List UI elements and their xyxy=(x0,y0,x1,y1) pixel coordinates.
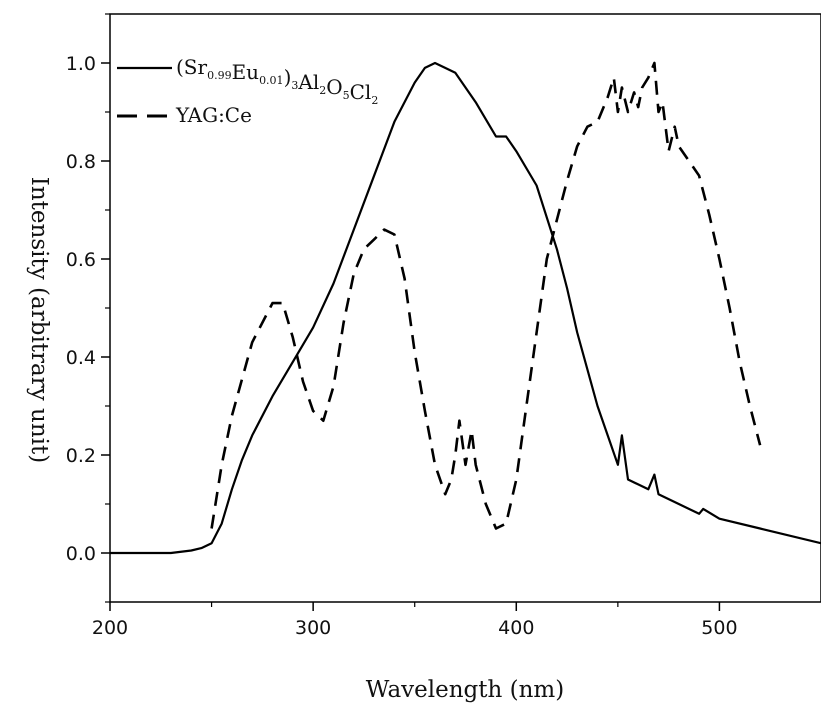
y-tick-label: 0.8 xyxy=(66,151,96,173)
x-tick-label: 500 xyxy=(701,617,737,639)
y-axis-ticks: 0.0 0.2 0.4 0.6 0.8 1.0 xyxy=(66,13,110,603)
y-tick-label: 0.2 xyxy=(66,445,96,467)
x-tick-label: 300 xyxy=(295,617,331,639)
series-line-sr-eu-phosphor xyxy=(110,61,821,555)
x-axis-ticks: 200 300 400 500 xyxy=(92,602,738,639)
x-axis-title: Wavelength (nm) xyxy=(366,677,564,703)
y-tick-label: 0.6 xyxy=(66,249,96,271)
series-line-yag-ce xyxy=(210,61,762,530)
series-layer xyxy=(110,61,821,555)
x-tick-label: 200 xyxy=(92,617,128,639)
y-tick-label: 1.0 xyxy=(66,53,96,75)
y-tick-label: 0.4 xyxy=(66,347,96,369)
legend-label: YAG:Ce xyxy=(175,103,252,127)
y-axis-title: Intensity (arbitrary unit) xyxy=(26,177,52,463)
legend-label: (Sr0.99Eu0.01)3Al2O5Cl2 xyxy=(176,55,378,107)
x-tick-label: 400 xyxy=(498,617,534,639)
y-tick-label: 0.0 xyxy=(66,543,96,565)
